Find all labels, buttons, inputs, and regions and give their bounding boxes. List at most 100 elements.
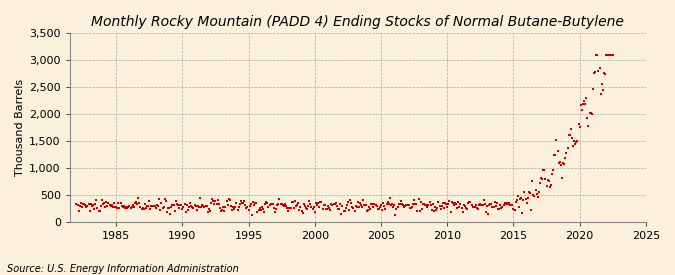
Point [211, 202, 222, 206]
Title: Monthly Rocky Mountain (PADD 4) Ending Stocks of Normal Butane-Butylene: Monthly Rocky Mountain (PADD 4) Ending S… [91, 15, 624, 29]
Point [416, 207, 427, 211]
Point [342, 200, 353, 205]
Point [206, 201, 217, 205]
Point [213, 202, 224, 206]
Point [262, 201, 273, 205]
Point [498, 202, 509, 207]
Point [458, 203, 469, 208]
Point [454, 205, 465, 209]
Point [404, 205, 415, 210]
Point [566, 127, 576, 131]
Point [308, 205, 319, 209]
Point [385, 203, 396, 207]
Point [284, 206, 295, 210]
Point [470, 202, 481, 207]
Point [377, 208, 387, 213]
Point [238, 201, 248, 206]
Point [80, 203, 90, 207]
Point [529, 193, 540, 198]
Point [143, 204, 154, 208]
Point [113, 201, 124, 205]
Point [375, 202, 386, 207]
Point [587, 87, 598, 91]
Point [222, 202, 233, 207]
Point [603, 52, 614, 57]
Point [294, 208, 304, 212]
Point [530, 188, 541, 192]
Point [401, 203, 412, 207]
Point [481, 209, 491, 214]
Point [321, 206, 332, 211]
Point [599, 72, 610, 76]
Point [477, 203, 488, 207]
Point [72, 203, 83, 208]
Point [236, 201, 247, 205]
Point [336, 211, 347, 216]
Point [190, 204, 201, 208]
Point [198, 204, 209, 208]
Point [398, 202, 408, 207]
Point [156, 201, 167, 205]
Point [390, 212, 401, 217]
Point [500, 202, 511, 206]
Point [359, 203, 370, 207]
Point [324, 205, 335, 210]
Point [323, 204, 333, 209]
Point [100, 204, 111, 209]
Point [453, 200, 464, 205]
Point [250, 201, 261, 205]
Point [271, 207, 281, 212]
Point [196, 205, 207, 209]
Point [76, 201, 86, 206]
Point [144, 199, 155, 204]
Point [350, 204, 361, 208]
Point [116, 204, 127, 208]
Point [153, 204, 163, 208]
Point [479, 197, 489, 202]
Point [564, 133, 575, 138]
Point [479, 202, 490, 207]
Point [436, 204, 447, 208]
Point [460, 204, 470, 208]
Point [582, 116, 593, 120]
Point [227, 208, 238, 212]
Point [539, 167, 549, 172]
Point [455, 202, 466, 206]
Point [537, 177, 547, 181]
Point [347, 205, 358, 210]
Point [601, 52, 612, 57]
Point [122, 206, 132, 210]
Point [521, 200, 532, 205]
Point [115, 201, 126, 205]
Point [76, 205, 87, 209]
Point [524, 191, 535, 195]
Point [305, 202, 316, 206]
Point [201, 204, 212, 208]
Point [441, 202, 452, 207]
Point [133, 196, 144, 200]
Point [566, 136, 577, 140]
Point [149, 204, 160, 208]
Point [173, 203, 184, 208]
Point [197, 203, 208, 208]
Point [345, 198, 356, 202]
Point [340, 209, 350, 213]
Point [112, 206, 123, 211]
Point [554, 160, 564, 165]
Y-axis label: Thousand Barrels: Thousand Barrels [15, 79, 25, 176]
Point [418, 202, 429, 206]
Point [330, 201, 341, 205]
Point [84, 208, 95, 213]
Point [148, 204, 159, 208]
Point [429, 209, 439, 213]
Point [358, 197, 369, 202]
Point [391, 207, 402, 212]
Point [573, 122, 584, 126]
Point [307, 207, 318, 211]
Point [187, 205, 198, 210]
Point [443, 202, 454, 206]
Point [430, 205, 441, 209]
Point [380, 207, 391, 211]
Point [512, 198, 522, 202]
Point [79, 202, 90, 207]
